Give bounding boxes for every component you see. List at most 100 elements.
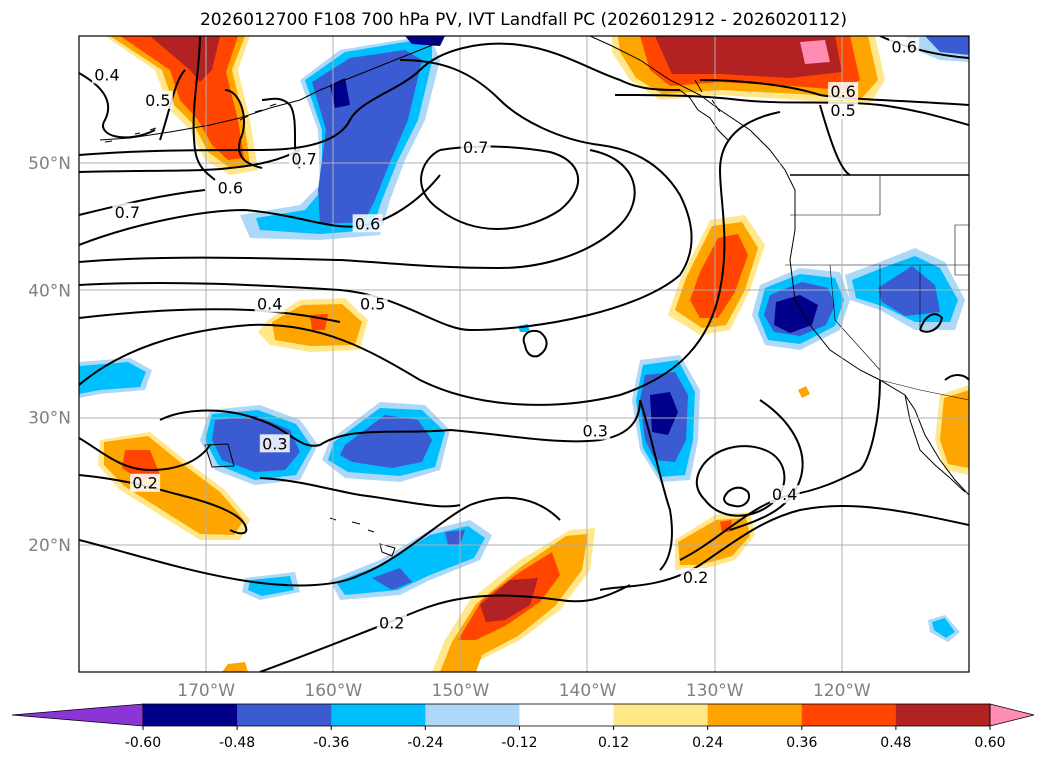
contour-label: 0.7 <box>291 149 316 168</box>
lat-tick-label: 20°N <box>28 536 71 556</box>
ivt-negative-region <box>752 268 850 350</box>
pv-contour-small <box>723 486 750 508</box>
contour-label-bg <box>259 434 290 453</box>
contour-label: 0.2 <box>683 568 708 587</box>
lat-tick-label: 50°N <box>28 154 71 174</box>
pv-contour-0.2 <box>259 584 631 672</box>
colorbar-label: -0.60 <box>125 735 161 751</box>
colorbar-label: -0.12 <box>501 735 537 751</box>
contour-label: 0.5 <box>360 294 385 313</box>
contour-label-bg <box>352 214 383 233</box>
contour-label-bg <box>112 202 143 221</box>
contour-label: 0.5 <box>145 91 170 110</box>
pv-contour-0.3 <box>679 379 881 561</box>
pv-contour-0.5 <box>919 313 944 333</box>
pv-contour-0.7 <box>79 149 301 173</box>
colorbar-label: -0.24 <box>407 735 443 751</box>
contour-label: 0.3 <box>582 422 607 441</box>
colorbar-segment <box>425 704 520 726</box>
contour-label-bg <box>142 90 173 109</box>
contour-label-bg <box>828 81 859 100</box>
contour-label-bg <box>91 65 122 84</box>
contour-label: 0.6 <box>355 214 380 233</box>
colorbar-label: 0.12 <box>598 735 629 751</box>
pv-contour-0.5 <box>614 94 969 126</box>
contour-label: 0.3 <box>262 434 287 453</box>
pv-contour-0.4 <box>79 308 341 323</box>
ivt-shading <box>79 36 969 672</box>
ivt-negative-region <box>79 362 146 394</box>
pv-contour-0.3 <box>79 437 211 472</box>
pv-contour-0.2 <box>599 504 969 591</box>
lon-tick-label: 160°W <box>304 681 362 701</box>
pv-contour-0.4 <box>729 399 804 531</box>
contour-label: 0.4 <box>94 65 119 84</box>
colorbar: -0.60 -0.48 -0.36 -0.24 -0.12 0.12 0.24 0.36 0.4… <box>11 703 1035 751</box>
pv-contour-0.3 <box>259 477 461 508</box>
pv-contours <box>79 36 969 672</box>
ivt-positive-region <box>98 432 250 540</box>
contour-label-bg <box>580 421 611 440</box>
ivt-negative-region <box>240 36 445 240</box>
contour-label: 0.5 <box>830 101 855 120</box>
pv-contour-0.6 <box>79 149 636 270</box>
ivt-negative-region <box>248 576 294 596</box>
alaska-coastline <box>99 41 441 141</box>
colorbar-segment <box>519 704 615 726</box>
contour-label-bg <box>460 137 491 156</box>
ivt-positive-region <box>940 390 969 468</box>
mexico-border <box>879 379 969 401</box>
ivt-positive-region <box>222 662 248 672</box>
contour-label-bg <box>130 473 161 492</box>
gridlines <box>79 36 969 672</box>
pv-contour-0.4 <box>944 374 969 381</box>
chart-title: 2026012700 F108 700 hPa PV, IVT Landfall… <box>199 10 847 30</box>
pv-contour-0.6 <box>79 189 206 216</box>
pv-contour-0.4 <box>79 111 781 406</box>
pv-contour-0.4 <box>695 445 786 517</box>
contour-label-bg <box>376 613 407 632</box>
pv-contour-0.7 <box>420 145 580 230</box>
pv-contour-0.7 <box>224 89 263 169</box>
lon-tick-label: 120°W <box>813 681 871 701</box>
contour-label: 0.7 <box>463 138 488 157</box>
colorbar-segment <box>237 704 332 726</box>
contour-label: 0.6 <box>218 179 243 198</box>
colorbar-label: -0.36 <box>313 735 349 751</box>
colorbar-extend-low <box>11 703 144 727</box>
lon-tick-label: 140°W <box>559 681 617 701</box>
ivt-positive-region <box>612 36 885 104</box>
us-states <box>785 175 969 380</box>
contour-label-bg <box>357 294 388 313</box>
pv-contour-0.3 <box>159 399 641 447</box>
contour-label-bg <box>828 101 859 120</box>
lon-tick-label: 130°W <box>686 681 744 701</box>
ivt-negative-region <box>932 618 955 638</box>
pv-contour-0.6 <box>192 36 216 181</box>
contour-label: 0.6 <box>830 82 855 101</box>
contour-label-bg <box>289 149 320 168</box>
colorbar-label: -0.48 <box>219 735 255 751</box>
ivt-negative-region <box>200 405 318 485</box>
colorbar-segment <box>707 704 803 726</box>
lon-tick-label: 150°W <box>432 681 490 701</box>
pv-contour-0.3 <box>639 399 673 571</box>
pv-contour-0.6 <box>79 42 681 156</box>
colorbar-segment <box>801 704 897 726</box>
contour-label: 0.6 <box>891 37 916 56</box>
contour-label-bg <box>215 178 246 197</box>
contour-label: 0.7 <box>115 203 140 222</box>
pv-contour-0.6 <box>79 174 441 246</box>
pv-contour-0.5 <box>819 104 851 176</box>
plot-frame <box>78 35 970 673</box>
contour-label: 0.4 <box>257 294 282 313</box>
lon-tick-label: 170°W <box>177 681 235 701</box>
lat-tick-label: 30°N <box>28 409 71 429</box>
pv-contour-0.4 <box>79 72 156 139</box>
island-outline <box>204 443 235 468</box>
ivt-positive-region <box>105 36 258 175</box>
contour-label-bg <box>254 294 285 313</box>
colorbar-label: 0.60 <box>974 735 1005 751</box>
pv-contour-labels: 0.40.50.60.70.70.60.70.60.50.60.4 0.50.30… <box>91 37 920 633</box>
